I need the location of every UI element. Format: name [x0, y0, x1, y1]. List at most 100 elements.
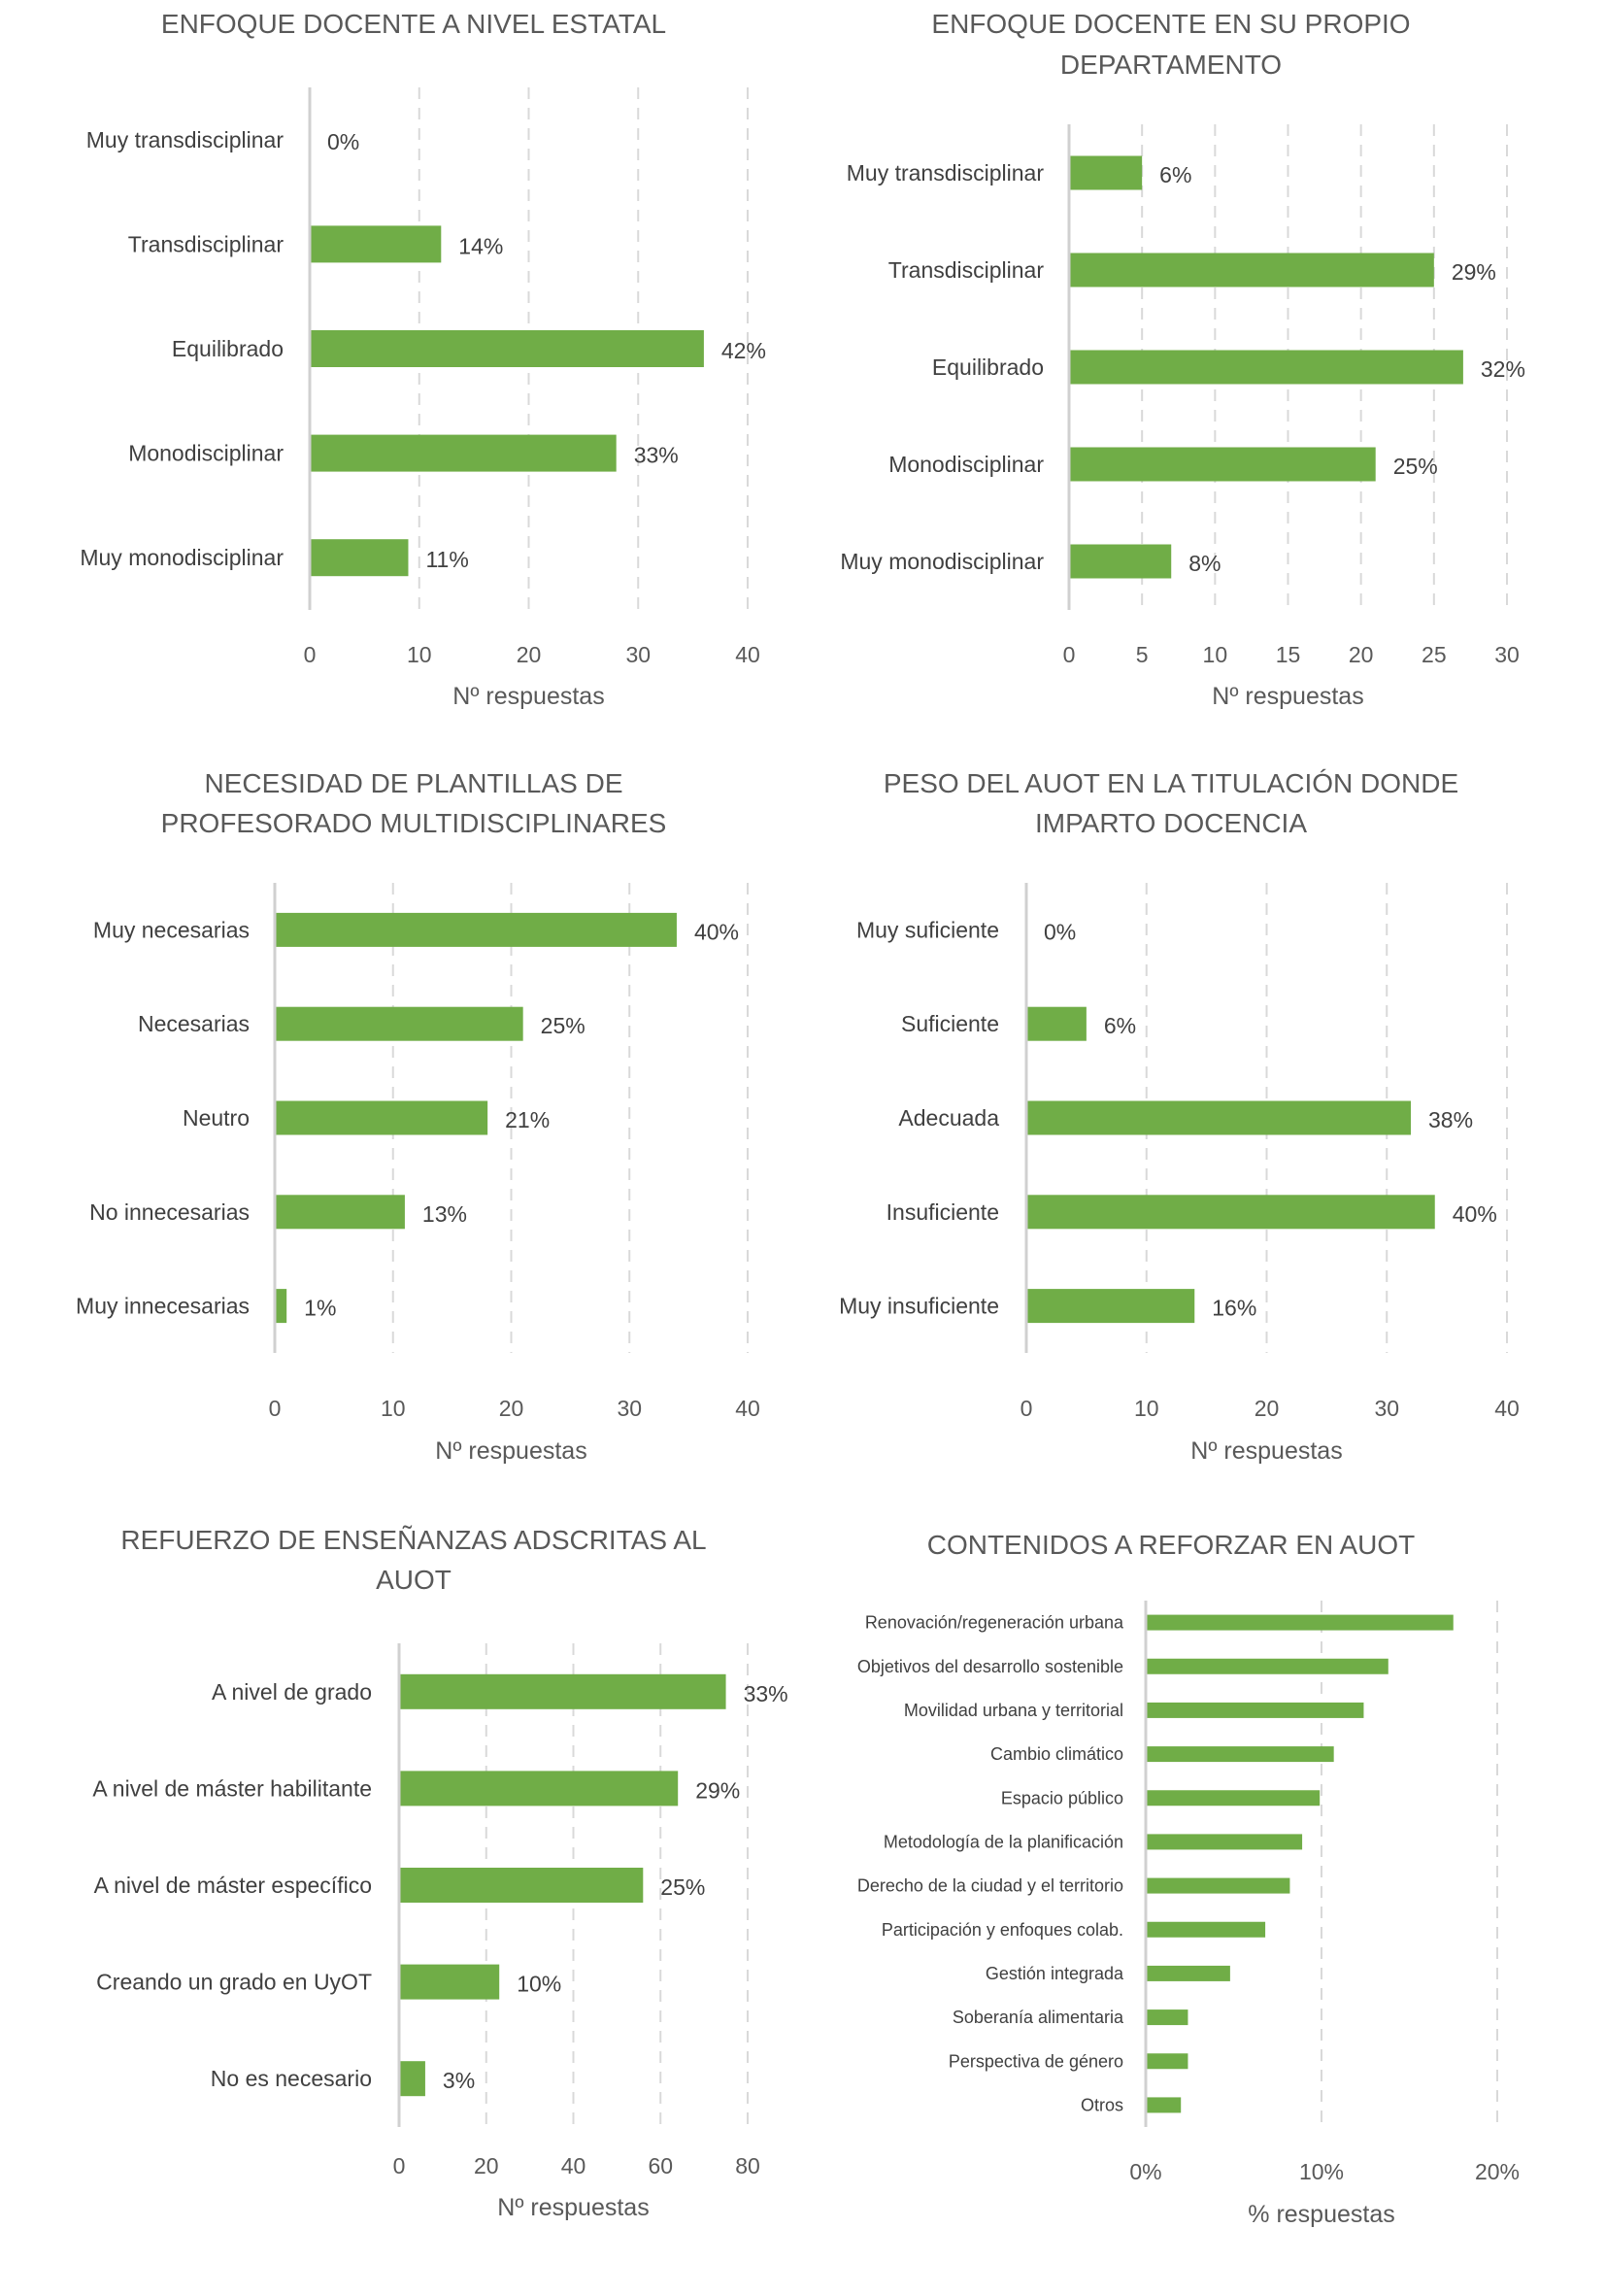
data-label: 13% [422, 1201, 467, 1227]
chart-title: CONTENIDOS A REFORZAR EN AUOT [927, 1530, 1416, 1560]
chart-panel: ENFOQUE DOCENTE A NIVEL ESTATAL Muy trans… [80, 9, 766, 710]
chart-title: NECESIDAD DE PLANTILLAS DE [204, 768, 622, 798]
bar [311, 330, 704, 367]
x-tick-label: 15 [1276, 642, 1301, 667]
category-label: Derecho de la ciudad y el territorio [857, 1876, 1123, 1896]
category-label: Monodisciplinar [888, 452, 1044, 477]
x-axis-title: Nº respuestas [497, 2194, 649, 2221]
category-label: Objetivos del desarrollo sostenible [857, 1657, 1123, 1676]
category-label: Espacio público [1001, 1788, 1123, 1807]
bar [1147, 1877, 1290, 1894]
x-axis-title: Nº respuestas [1190, 1437, 1342, 1465]
category-label: Equilibrado [932, 355, 1044, 380]
category-label: Muy monodisciplinar [80, 545, 284, 570]
bar [276, 912, 677, 947]
chart-panel: REFUERZO DE ENSEÑANZAS ADSCRITAS AL AUOT A… [92, 1525, 787, 2221]
x-tick-label: 20 [499, 1396, 524, 1421]
category-label: Muy transdisciplinar [847, 160, 1045, 186]
bar [276, 1289, 287, 1324]
data-label: 25% [1393, 454, 1438, 479]
bar [1147, 2053, 1188, 2070]
category-label: Gestión integrada [986, 1964, 1124, 1983]
chart-title: DEPARTAMENTO [1060, 50, 1282, 80]
data-label: 14% [458, 233, 503, 258]
category-label: A nivel de grado [212, 1679, 372, 1705]
category-label: Neutro [183, 1105, 250, 1131]
data-label: 25% [660, 1874, 705, 1900]
category-label: Muy necesarias [93, 917, 250, 942]
x-tick-label: 20 [1349, 642, 1374, 667]
data-label: 10% [517, 1972, 561, 1997]
bar [1070, 544, 1172, 579]
x-tick-label: 10 [381, 1396, 406, 1421]
bar [311, 225, 442, 263]
x-tick-label: 5 [1136, 642, 1149, 667]
category-label: Muy innecesarias [76, 1294, 250, 1319]
bar [1027, 1195, 1435, 1230]
chart-panel: PESO DEL AUOT EN LA TITULACIÓN DONDE IMPA… [839, 768, 1520, 1465]
bar [311, 434, 617, 472]
bar [276, 1195, 405, 1230]
x-tick-label: 10 [407, 642, 432, 667]
bar [1070, 350, 1463, 385]
x-tick-label: 0 [304, 642, 317, 667]
chart-title: PROFESORADO MULTIDISCIPLINARES [161, 808, 667, 838]
bar [1147, 1746, 1334, 1763]
data-label: 40% [694, 919, 739, 944]
chart-title: PESO DEL AUOT EN LA TITULACIÓN DONDE [884, 768, 1458, 798]
category-label: Muy monodisciplinar [840, 549, 1044, 574]
category-label: A nivel de máster habilitante [92, 1775, 372, 1801]
x-tick-label: 60 [648, 2153, 673, 2178]
bar [1147, 1965, 1230, 1981]
category-label: Soberanía alimentaria [953, 2008, 1124, 2027]
category-label: Creando un grado en UyOT [96, 1970, 372, 1995]
bar [276, 1006, 523, 1041]
chart-panel: NECESIDAD DE PLANTILLAS DE PROFESORADO MU… [76, 768, 760, 1465]
data-label: 8% [1188, 551, 1221, 576]
category-label: Muy transdisciplinar [86, 127, 284, 152]
bar [1147, 1790, 1321, 1806]
bar [1147, 1658, 1389, 1674]
chart-panels: ENFOQUE DOCENTE A NIVEL ESTATAL Muy trans… [76, 9, 1525, 2228]
bar [400, 1771, 679, 1806]
bar [1147, 1614, 1454, 1631]
bar [400, 2061, 425, 2097]
data-label: 38% [1428, 1107, 1473, 1132]
category-label: Necesarias [138, 1011, 250, 1036]
category-label: Transdisciplinar [128, 231, 284, 256]
data-label: 29% [695, 1777, 740, 1803]
x-tick-label: 30 [1374, 1396, 1399, 1421]
bar [1147, 2009, 1188, 2026]
x-tick-label: 10 [1134, 1396, 1159, 1421]
data-label: 33% [634, 443, 679, 468]
category-label: Transdisciplinar [888, 257, 1045, 283]
data-label: 16% [1212, 1296, 1256, 1321]
data-label: 6% [1159, 162, 1191, 187]
data-label: 0% [327, 129, 359, 154]
bar [1027, 1289, 1195, 1324]
category-label: Renovación/regeneración urbana [865, 1613, 1124, 1633]
data-label: 29% [1452, 259, 1496, 285]
x-tick-label: 40 [735, 642, 760, 667]
data-label: 0% [1044, 919, 1076, 944]
bar [1027, 1100, 1411, 1135]
x-tick-label: 0 [1020, 1396, 1033, 1421]
x-tick-label: 10% [1299, 2159, 1344, 2184]
bar [1147, 2097, 1182, 2113]
category-label: A nivel de máster específico [94, 1873, 372, 1898]
bar [276, 1100, 488, 1135]
category-label: Suficiente [901, 1011, 999, 1036]
data-label: 25% [541, 1013, 586, 1038]
x-tick-label: 20% [1475, 2159, 1520, 2184]
data-label: 21% [505, 1107, 550, 1132]
data-label: 42% [721, 338, 766, 363]
chart-title: AUOT [376, 1565, 452, 1595]
category-label: Cambio climático [990, 1744, 1123, 1764]
x-axis-title: Nº respuestas [435, 1437, 586, 1465]
category-label: Otros [1081, 2095, 1123, 2114]
bar [1147, 1921, 1266, 1938]
bar [311, 539, 409, 577]
category-label: Movilidad urbana y territorial [904, 1701, 1123, 1720]
x-tick-label: 20 [1255, 1396, 1280, 1421]
